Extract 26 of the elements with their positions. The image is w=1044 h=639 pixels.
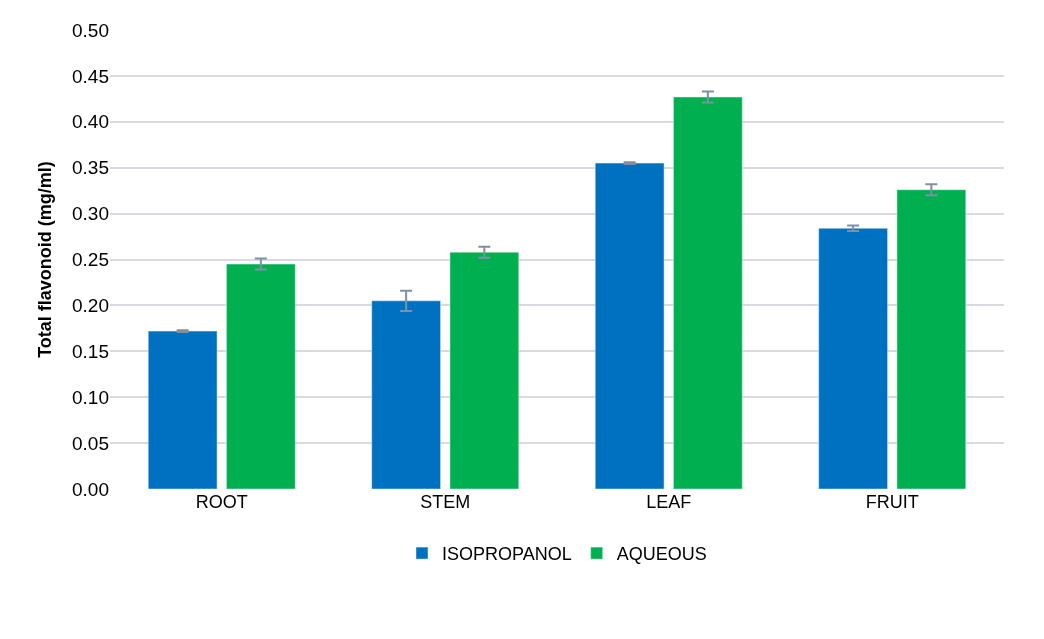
bar [673,96,743,489]
y-tick-label: 0.00 [72,478,109,500]
bar [818,228,888,489]
x-tick-label: FRUIT [865,492,919,512]
y-tick-label: 0.15 [72,340,109,362]
bar [449,251,520,489]
bar [896,189,967,489]
y-tick-label: 0.50 [72,19,109,41]
bar [147,330,218,489]
y-tick-label: 0.20 [72,295,109,317]
x-tick-label: ROOT [195,492,248,512]
y-tick-label: 0.40 [72,111,109,133]
y-axis-title: Total flavonoid (mg/ml) [35,161,56,358]
y-tick-label: 0.30 [72,203,109,225]
y-tick-label: 0.45 [72,65,109,87]
legend-label: ISOPROPANOL [442,544,572,565]
legend-label: AQUEOUS [616,544,707,565]
y-tick-label: 0.10 [72,386,109,408]
bar [371,300,441,489]
bar [226,263,296,489]
y-tick-label: 0.25 [72,249,109,271]
x-tick-label: LEAF [646,492,692,512]
x-tick-label: STEM [420,492,471,512]
y-tick-label: 0.05 [72,432,109,454]
bar [594,162,665,489]
y-tick-label: 0.35 [72,157,109,179]
